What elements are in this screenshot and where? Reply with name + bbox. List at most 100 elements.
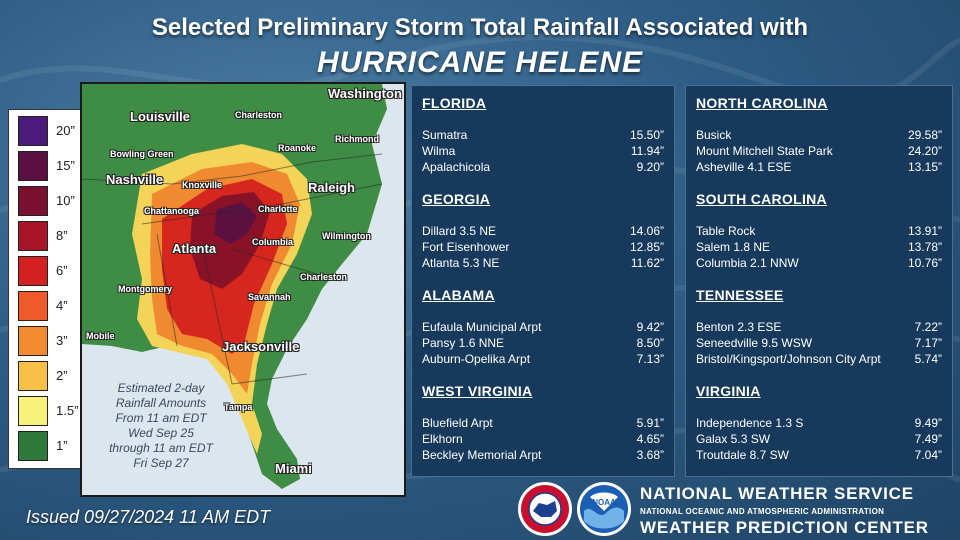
rainfall-row: Table Rock 13.91” <box>696 224 942 240</box>
station-name: Eufaula Municipal Arpt <box>422 320 542 334</box>
legend-label: 1.5” <box>56 403 79 418</box>
rainfall-value: 11.94” <box>630 144 664 158</box>
station-name: Busick <box>696 128 732 142</box>
legend-swatch <box>18 326 48 356</box>
legend-swatch <box>18 186 48 216</box>
state-heading: FLORIDA <box>422 95 487 111</box>
rainfall-value: 14.06” <box>629 224 664 238</box>
state-heading: VIRGINIA <box>696 383 761 399</box>
rainfall-value: 5.74” <box>914 352 942 366</box>
city-label: Tampa <box>224 402 253 412</box>
station-name: Benton 2.3 ESE <box>696 320 782 334</box>
map-note-line: Wed Sep 25 <box>128 426 194 440</box>
station-name: Galax 5.3 SW <box>696 432 771 446</box>
rainfall-value: 8.50” <box>636 336 664 350</box>
rainfall-value: 12.85” <box>629 240 664 254</box>
station-name: Salem 1.8 NE <box>696 240 771 254</box>
nws-branding: NATIONAL WEATHER SERVICE NATIONAL OCEANI… <box>640 484 929 538</box>
rainfall-row: Mount Mitchell State Park 24.20” <box>696 144 942 160</box>
city-label: Miami <box>275 461 312 476</box>
legend-item: 15” <box>18 151 80 181</box>
rainfall-value: 9.42” <box>636 320 664 334</box>
rainfall-table-left: FLORIDA Sumatra 15.50” Wilma 11.94” Apalachic… <box>411 85 675 477</box>
rainfall-row: Independence 1.3 S 9.49” <box>696 416 942 432</box>
nws-logo <box>518 482 572 536</box>
station-name: Beckley Memorial Arpt <box>422 448 542 462</box>
rainfall-row: Wilma 11.94” <box>422 144 664 160</box>
rainfall-value: 5.91” <box>636 416 664 430</box>
rainfall-legend: 20” 15” 10” 8” 6” 4” 3” 2” 1.5” 1” <box>8 109 82 469</box>
rainfall-row: Seneedville 9.5 WSW 7.17” <box>696 336 942 352</box>
city-label: Chattanooga <box>144 206 199 216</box>
station-name: Dillard 3.5 NE <box>422 224 497 238</box>
city-label: Knoxville <box>182 180 223 190</box>
legend-item: 1.5” <box>18 396 80 426</box>
rainfall-row: Dillard 3.5 NE 14.06” <box>422 224 664 240</box>
city-label: Wilmington <box>322 231 371 241</box>
rainfall-row: Galax 5.3 SW 7.49” <box>696 432 942 448</box>
station-name: Wilma <box>422 144 456 158</box>
state-heading: NORTH CAROLINA <box>696 95 828 111</box>
rainfall-row: Benton 2.3 ESE 7.22” <box>696 320 942 336</box>
city-label: Charleston <box>300 272 348 282</box>
rainfall-row: Busick 29.58” <box>696 128 942 144</box>
rainfall-row: Bluefield Arpt 5.91” <box>422 416 664 432</box>
rainfall-value: 7.17” <box>914 336 942 350</box>
station-name: Mount Mitchell State Park <box>696 144 833 158</box>
map-note-line: through 11 am EDT <box>109 441 213 455</box>
legend-label: 10” <box>56 193 75 208</box>
station-name: Columbia 2.1 NNW <box>696 256 799 270</box>
map-note: Estimated 2-day Rainfall Amounts From 11 a… <box>96 381 226 471</box>
rainfall-value: 7.22” <box>914 320 942 334</box>
map-note-line: Estimated 2-day <box>117 381 205 395</box>
noaa-logo: NOAA <box>577 482 631 536</box>
station-name: Fort Eisenhower <box>422 240 510 254</box>
legend-item: 8” <box>18 221 80 251</box>
legend-swatch <box>18 221 48 251</box>
rainfall-value: 13.78” <box>907 240 942 254</box>
rainfall-row: Salem 1.8 NE 13.78” <box>696 240 942 256</box>
rainfall-value: 11.62” <box>630 256 664 270</box>
noaa-full-name: NATIONAL OCEANIC AND ATMOSPHERIC ADMINIS… <box>640 507 885 516</box>
map-note-line: Fri Sep 27 <box>133 456 189 470</box>
legend-label: 3” <box>56 333 68 348</box>
rainfall-row: Pansy 1.6 NNE 8.50” <box>422 336 664 352</box>
station-name: Pansy 1.6 NNE <box>422 336 505 350</box>
legend-item: 4” <box>18 291 80 321</box>
station-name: Table Rock <box>696 224 756 238</box>
legend-item: 2” <box>18 361 80 391</box>
rainfall-row: Apalachicola 9.20” <box>422 160 664 176</box>
station-name: Bristol/Kingsport/Johnson City Arpt <box>696 352 881 366</box>
rainfall-row: Asheville 4.1 ESE 13.15” <box>696 160 942 176</box>
rainfall-row: Fort Eisenhower 12.85” <box>422 240 664 256</box>
rainfall-table-right: NORTH CAROLINA Busick 29.58” Mount Mitchell… <box>685 85 953 477</box>
rainfall-value: 7.49” <box>914 432 942 446</box>
city-label: Nashville <box>106 172 164 187</box>
city-label: Atlanta <box>172 241 217 256</box>
rainfall-row: Elkhorn 4.65” <box>422 432 664 448</box>
station-name: Asheville 4.1 ESE <box>696 160 792 174</box>
station-name: Auburn-Opelika Arpt <box>422 352 531 366</box>
city-label: Savannah <box>248 292 291 302</box>
rainfall-value: 15.50” <box>629 128 664 142</box>
nws-name: NATIONAL WEATHER SERVICE <box>640 484 914 503</box>
city-label: Bowling Green <box>110 149 174 159</box>
state-heading: WEST VIRGINIA <box>422 383 533 399</box>
city-label: Raleigh <box>308 180 355 195</box>
station-name: Apalachicola <box>422 160 491 174</box>
map-note-line: From 11 am EDT <box>115 411 207 425</box>
wpc-name: WEATHER PREDICTION CENTER <box>640 518 929 537</box>
legend-item: 20” <box>18 116 80 146</box>
state-heading: TENNESSEE <box>696 287 784 303</box>
city-label: Washington <box>328 86 402 101</box>
legend-item: 1” <box>18 431 80 461</box>
legend-swatch <box>18 396 48 426</box>
legend-swatch <box>18 151 48 181</box>
legend-label: 1” <box>56 438 68 453</box>
rainfall-value: 29.58” <box>907 128 942 142</box>
station-name: Sumatra <box>422 128 468 142</box>
station-name: Bluefield Arpt <box>422 416 493 430</box>
city-label: Columbia <box>252 237 294 247</box>
station-name: Independence 1.3 S <box>696 416 804 430</box>
map-note-line: Rainfall Amounts <box>115 396 207 410</box>
